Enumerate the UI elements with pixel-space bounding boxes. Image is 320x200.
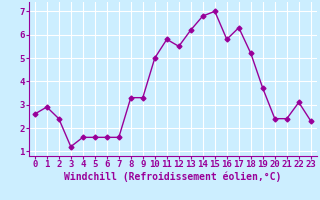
X-axis label: Windchill (Refroidissement éolien,°C): Windchill (Refroidissement éolien,°C) — [64, 172, 282, 182]
